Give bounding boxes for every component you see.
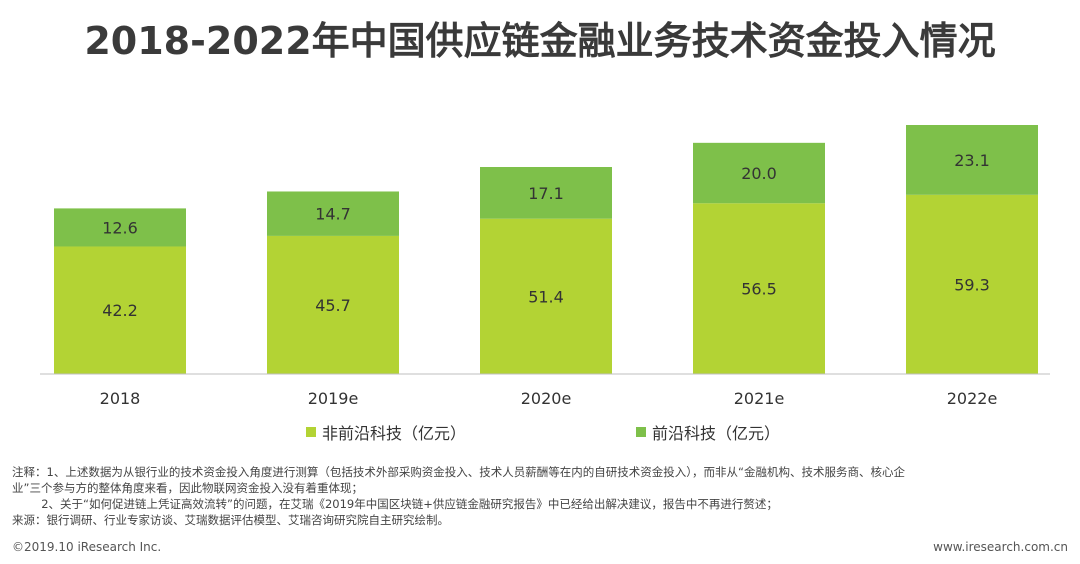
label-non-frontier-2019e: 45.7 [315, 296, 351, 315]
legend-swatch-non-frontier [306, 427, 316, 437]
bar-frontier-2020e [480, 167, 612, 219]
label-non-frontier-2018: 42.2 [102, 301, 138, 320]
bar-frontier-2018 [54, 208, 186, 247]
legend-label-non-frontier: 非前沿科技（亿元） [322, 424, 467, 443]
website-link[interactable]: www.iresearch.com.cn [933, 540, 1068, 554]
note-line: 注释：1、上述数据为从银行业的技术资金投入角度进行测算（包括技术外部采购资金投入… [12, 465, 906, 479]
bar-non-frontier-2022e [906, 194, 1038, 374]
bar-frontier-2022e [906, 125, 1038, 195]
bar-non-frontier-2021e [693, 203, 825, 374]
label-non-frontier-2022e: 59.3 [954, 275, 990, 294]
x-tick-label: 2022e [947, 389, 998, 408]
stacked-bar-chart: 42.2 12.6 45.7 14.7 51.4 17.1 56.5 20.0 59.3 23.1… [40, 125, 1050, 408]
label-frontier-2021e: 20.0 [741, 164, 777, 183]
bar-non-frontier-2018 [54, 246, 186, 374]
label-frontier-2022e: 23.1 [954, 151, 990, 170]
chart-title: 2018-2022年中国供应链金融业务技术资金投入情况 [84, 19, 996, 63]
x-tick-label: 2018 [100, 389, 141, 408]
label-frontier-2020e: 17.1 [528, 184, 564, 203]
label-frontier-2019e: 14.7 [315, 205, 351, 224]
label-non-frontier-2021e: 56.5 [741, 280, 777, 299]
x-tick-label: 2020e [521, 389, 572, 408]
bar-non-frontier-2019e [267, 235, 399, 374]
note-line: 业”三个参与方的整体角度来看，因此物联网资金投入没有着重体现； [12, 481, 363, 495]
legend-item-non-frontier: 非前沿科技（亿元） [306, 420, 466, 444]
bar-frontier-2019e [267, 191, 399, 236]
source-line: 来源：银行调研、行业专家访谈、艾瑞数据评估模型、艾瑞咨询研究院自主研究绘制。 [12, 513, 449, 527]
legend-item-frontier: 前沿科技（亿元） [636, 420, 780, 444]
x-tick-label: 2021e [734, 389, 785, 408]
notes: 注释：1、上述数据为从银行业的技术资金投入角度进行测算（包括技术外部采购资金投入… [12, 464, 1070, 528]
legend-swatch-frontier [636, 427, 646, 437]
legend: 非前沿科技（亿元） 前沿科技（亿元） [0, 420, 1080, 444]
legend-label-frontier: 前沿科技（亿元） [652, 424, 781, 443]
label-non-frontier-2020e: 51.4 [528, 287, 564, 306]
bar-frontier-2021e [693, 142, 825, 204]
note-line: 2、关于“如何促进链上凭证高效流转”的问题，在艾瑞《2019年中国区块链+供应链… [12, 497, 778, 511]
copyright: ©2019.10 iResearch Inc. [12, 540, 162, 554]
label-frontier-2018: 12.6 [102, 218, 138, 237]
x-tick-label: 2019e [308, 389, 359, 408]
bar-non-frontier-2020e [480, 218, 612, 374]
